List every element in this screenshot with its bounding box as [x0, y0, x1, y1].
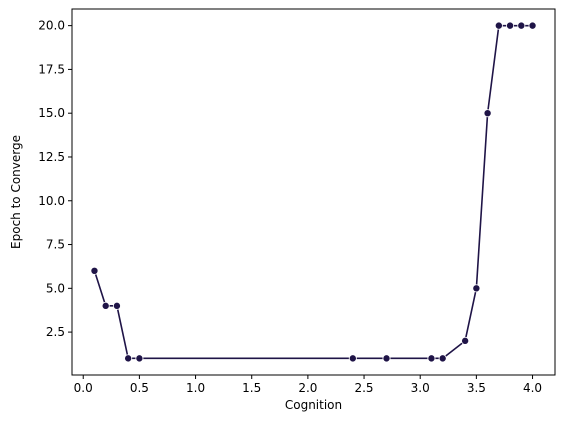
y-tick-label: 2.5: [46, 325, 65, 339]
y-axis: 2.5 5.0 7.5 10.0 12.5 15.0 17.5 20.0: [38, 19, 72, 339]
data-point: [90, 266, 99, 275]
series-line: [93, 24, 533, 360]
x-tick-label: 0.5: [130, 381, 149, 395]
x-tick-label: 3.5: [467, 381, 486, 395]
x-tick-label: 1.5: [242, 381, 261, 395]
y-tick-label: 7.5: [46, 238, 65, 252]
data-point: [382, 354, 391, 363]
data-point: [506, 21, 515, 30]
y-tick-label: 17.5: [38, 62, 65, 76]
x-tick-label: 2.5: [354, 381, 373, 395]
y-tick-label: 12.5: [38, 150, 65, 164]
data-point: [517, 21, 526, 30]
x-tick-label: 2.0: [298, 381, 317, 395]
y-axis-label: Epoch to Converge: [9, 135, 23, 249]
data-point: [528, 21, 537, 30]
data-point: [135, 354, 144, 363]
data-point: [348, 354, 357, 363]
x-tick-label: 1.0: [186, 381, 205, 395]
data-point: [427, 354, 436, 363]
data-point: [438, 354, 447, 363]
x-tick-label: 0.0: [74, 381, 93, 395]
data-point: [461, 336, 470, 345]
data-point: [101, 301, 110, 310]
data-point: [494, 21, 503, 30]
axes-frame: [71, 8, 556, 376]
data-point: [483, 109, 492, 118]
y-tick-label: 20.0: [38, 19, 65, 33]
x-tick-label: 4.0: [523, 381, 542, 395]
data-point: [112, 301, 121, 310]
x-axis-label: Cognition: [285, 398, 342, 412]
y-tick-label: 5.0: [46, 281, 65, 295]
y-tick-label: 10.0: [38, 194, 65, 208]
data-point: [472, 284, 481, 293]
y-tick-label: 15.0: [38, 106, 65, 120]
plot-area: [90, 21, 537, 363]
x-tick-label: 3.0: [411, 381, 430, 395]
x-axis: 0.0 0.5 1.0 1.5 2.0 2.5 3.0 3.5 4.0: [74, 375, 542, 395]
data-point: [124, 354, 133, 363]
